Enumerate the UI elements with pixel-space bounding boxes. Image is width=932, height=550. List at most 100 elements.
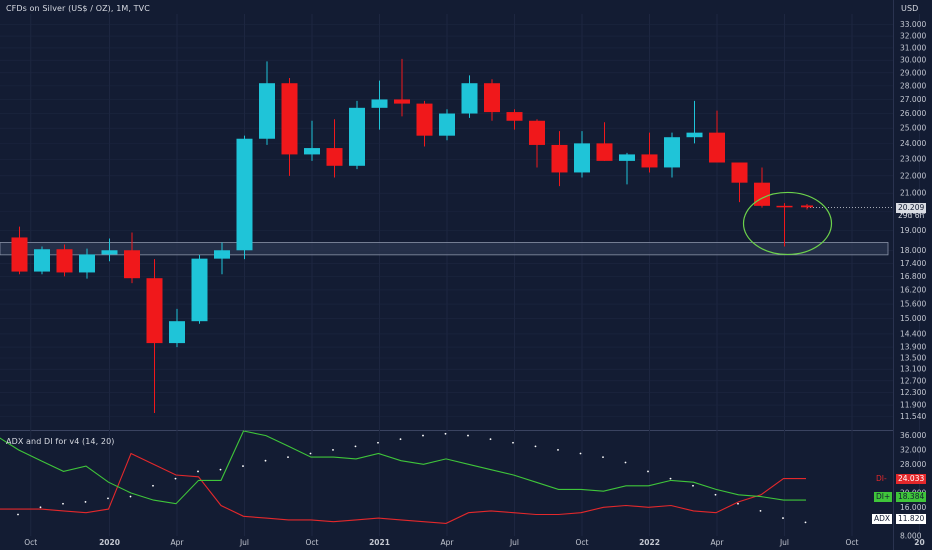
candle-body [124,250,140,279]
candle-body [801,205,813,208]
adx-point [62,502,64,505]
candle [461,75,478,118]
x-tick-label: Oct [576,538,589,547]
candle-body [326,148,343,166]
y-tick-label: 11.540 [900,412,926,421]
x-tick-label: Apr [711,538,725,547]
adx-point [264,459,267,462]
candle-body [619,154,635,161]
x-tick-label: 2020 [99,538,120,547]
candle [214,242,230,275]
indicator-y-tick-label: 32.000 [900,445,926,454]
candle-body [461,83,478,114]
adx-point [152,484,154,487]
candle [34,246,50,275]
adx-point [624,461,627,464]
adx-point [129,495,132,498]
x-tick-label: Jul [779,538,789,547]
adx-point [332,449,334,451]
y-tick-label: 13.900 [900,343,926,352]
adx-point [692,484,694,487]
candle [371,80,388,130]
candle-body [146,278,163,344]
candle-layer[interactable] [11,58,833,413]
adx-point [39,506,42,509]
countdown-badge: 29d 6h [896,211,926,221]
x-tick-label: Oct [24,538,37,547]
x-tick-label: Oct [846,538,859,547]
candle-body [754,182,770,206]
y-tick-label: 25.000 [900,124,926,133]
adx-point [377,441,379,444]
y-tick-label: 26.000 [900,109,926,118]
y-tick-label: 17.400 [900,259,926,268]
candle [169,308,185,348]
candle-body [169,321,185,344]
y-tick-label: 18.000 [900,246,926,255]
candle-body [686,132,703,138]
adx-point [174,477,177,480]
x-tick-label: 2021 [369,538,390,547]
adx-value: 11.820 [898,514,925,523]
di-minus-line [0,452,806,524]
candle-body [11,237,28,272]
x-tick-label: Oct [306,538,319,547]
candle-body [281,83,298,155]
y-tick-label: 21.000 [900,189,926,198]
candle [731,162,748,203]
candle-body [551,144,568,173]
countdown-value: 29d 6h [898,210,925,220]
candle [101,238,118,262]
x-tick-label: Jul [509,538,519,547]
y-tick-label: 12.700 [900,376,926,385]
adx-point [309,452,312,455]
candle-body [709,132,725,163]
candle-body [506,112,523,121]
x-tick-label: Apr [441,538,455,547]
adx-point [107,497,109,500]
adx-point [669,477,672,480]
candle [484,79,500,121]
adx-point [84,501,87,503]
y-tick-label: 13.500 [900,353,926,362]
candle [349,100,365,170]
candle-body [259,83,275,139]
y-tick-label: 12.300 [900,388,926,397]
di-plus-value-badge: 18.384 [896,492,927,502]
y-tick-label: 11.900 [900,401,926,410]
y-tick-label: 24.000 [900,139,926,148]
candle [551,131,568,187]
candle [416,100,433,147]
adx-label: ADX [874,514,891,523]
y-tick-label: 30.000 [900,56,926,65]
candle [259,61,275,145]
di-minus-badge: DI- [874,474,889,484]
adx-point [354,445,357,448]
y-tick-label: 13.100 [900,365,926,374]
indicator-y-tick-label: 16.000 [900,503,926,512]
x-tick-label: Jul [239,538,249,547]
candle-body [529,120,545,145]
adx-point [602,456,604,459]
candle-body [349,107,365,166]
adx-point [219,468,222,471]
y-tick-label: 29.000 [900,68,926,77]
candle-body [664,137,680,168]
y-tick-label: 27.000 [900,95,926,104]
adx-value-badge: 11.820 [896,514,927,524]
indicator-layer [0,430,807,524]
adx-point [534,445,537,448]
adx-point [759,509,762,512]
indicator-y-tick-label: 36.000 [900,431,926,440]
adx-point [399,438,402,441]
candle [596,122,613,161]
last-price-value: 20.209 [898,202,925,212]
candle-body [439,113,455,136]
y-tick-label: 22.000 [900,171,926,180]
di-plus-label: DI+ [876,492,891,501]
candle [776,203,793,247]
y-tick-label: 19.000 [900,226,926,235]
candle [124,232,140,284]
candle [709,110,725,163]
adx-point [579,452,582,455]
